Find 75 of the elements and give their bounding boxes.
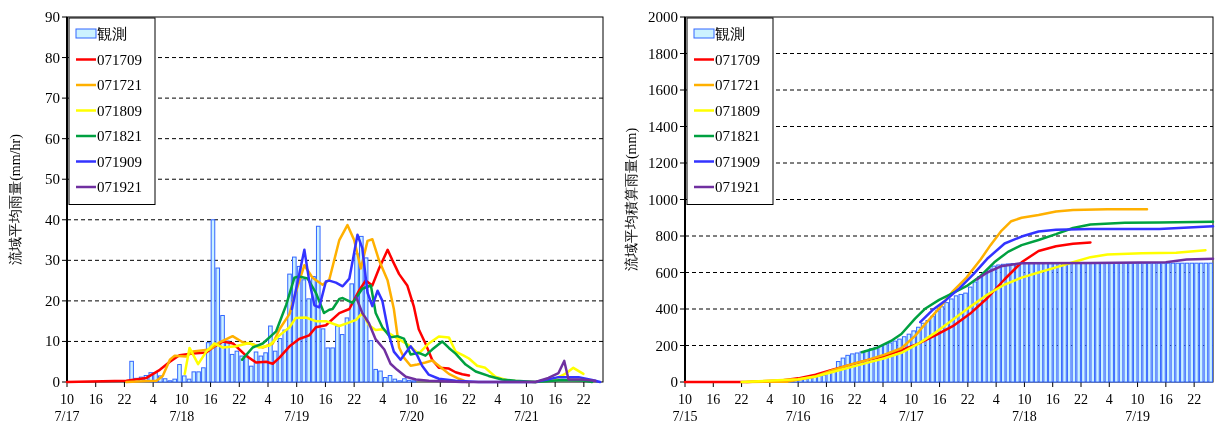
legend-label: 071721 xyxy=(97,77,142,93)
x-tick-label: 4 xyxy=(766,392,774,407)
legend-label: 071809 xyxy=(715,102,760,119)
x-tick-label: 16 xyxy=(433,392,448,407)
x-tick-label: 10 7/15 xyxy=(672,392,698,424)
x-tick-label: 22 xyxy=(734,392,749,407)
y-tick-label: 30 xyxy=(45,252,60,269)
x-tick-label: 4 xyxy=(379,392,387,407)
x-tick-label: 16 xyxy=(318,392,333,407)
y-tick-label: 600 xyxy=(655,264,678,281)
x-tick-label: 22 xyxy=(847,392,862,407)
y-tick-label: 200 xyxy=(655,337,678,354)
x-tick-label: 22 xyxy=(232,392,247,407)
x-tick-label: 16 xyxy=(706,392,721,407)
y-tick-label: 1800 xyxy=(648,45,678,62)
y-tick-label: 2000 xyxy=(648,9,678,25)
legend-label: 観測 xyxy=(715,26,745,42)
legend-label: 071921 xyxy=(97,179,142,195)
y-tick-label: 40 xyxy=(45,211,60,228)
x-tick-label: 4 xyxy=(264,392,272,407)
y-tick-label: 1600 xyxy=(648,82,678,98)
x-tick-label: 16 xyxy=(932,392,947,407)
y-tick-label: 20 xyxy=(45,292,60,309)
x-tick-label: 4 xyxy=(1105,392,1113,407)
y-tick-label: 50 xyxy=(45,171,60,188)
y-tick-label: 400 xyxy=(655,301,678,317)
x-tick-label: 22 xyxy=(1187,392,1202,407)
legend-label: 071809 xyxy=(97,102,142,119)
x-tick-label: 10 7/19 xyxy=(284,392,310,424)
y-tick-label: 0 xyxy=(670,374,678,390)
x-tick-label: 10 7/17 xyxy=(54,392,80,424)
legend-label: 071821 xyxy=(97,128,142,144)
x-tick-label: 22 xyxy=(1074,392,1088,407)
y-tick-label: 90 xyxy=(45,9,60,25)
x-tick-label: 16 xyxy=(819,392,834,407)
y-axis-title: 流域平均積算雨量(mm) xyxy=(624,127,640,272)
legend-label: 071909 xyxy=(715,153,760,170)
x-tick-label: 10 7/19 xyxy=(1125,392,1151,424)
y-tick-label: 1000 xyxy=(648,191,678,208)
x-tick-label: 4 xyxy=(879,392,887,407)
y-tick-label: 1400 xyxy=(648,118,678,135)
legend-label: 071921 xyxy=(715,179,760,195)
y-tick-label: 800 xyxy=(655,228,678,244)
x-tick-label: 10 7/21 xyxy=(513,392,539,424)
legend-label: 071909 xyxy=(97,153,142,170)
y-tick-label: 70 xyxy=(45,90,60,107)
legend-label: 観測 xyxy=(97,26,127,42)
x-tick-label: 4 xyxy=(494,392,502,407)
y-tick-label: 1200 xyxy=(648,155,678,171)
x-tick-label: 16 xyxy=(88,392,103,407)
x-tick-label: 10 7/18 xyxy=(169,392,195,424)
x-tick-label: 16 xyxy=(203,392,218,407)
x-tick-label: 16 xyxy=(1158,392,1173,407)
legend-label: 071821 xyxy=(715,128,760,144)
x-tick-label: 10 7/18 xyxy=(1011,392,1037,424)
legend-label: 071721 xyxy=(715,77,760,93)
y-tick-label: 0 xyxy=(52,374,60,390)
x-tick-label: 10 7/20 xyxy=(399,392,425,424)
x-tick-label: 22 xyxy=(117,392,132,407)
y-axis-title: 流域平均雨量(mm/hr) xyxy=(8,133,24,265)
x-tick-label: 22 xyxy=(462,392,476,407)
x-tick-label: 4 xyxy=(149,392,157,407)
y-tick-label: 10 xyxy=(45,333,60,350)
x-tick-label: 10 7/17 xyxy=(898,392,924,424)
legend-label: 071709 xyxy=(97,51,142,68)
x-tick-label: 22 xyxy=(960,392,975,407)
x-tick-label: 16 xyxy=(548,392,563,407)
x-tick-label: 10 7/16 xyxy=(785,392,811,424)
x-tick-label: 22 xyxy=(347,392,362,407)
x-tick-label: 16 xyxy=(1045,392,1060,407)
y-tick-label: 60 xyxy=(45,130,60,147)
y-tick-label: 80 xyxy=(45,49,60,66)
legend-label: 071709 xyxy=(715,51,760,68)
x-tick-label: 4 xyxy=(992,392,1000,407)
x-tick-label: 22 xyxy=(576,392,591,407)
